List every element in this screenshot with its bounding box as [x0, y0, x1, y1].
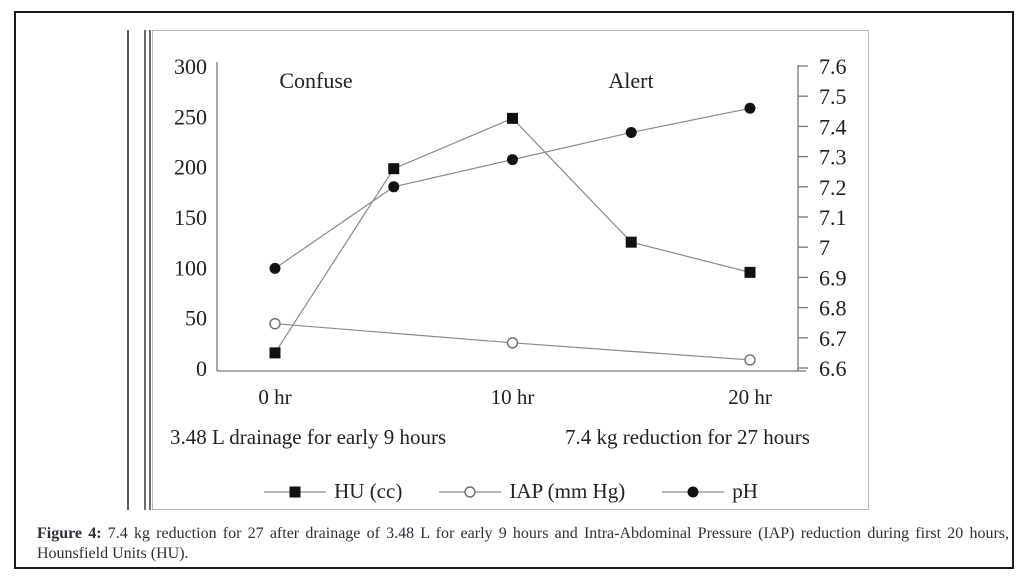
right-axis-tick-label: 6.8	[819, 296, 847, 321]
data-point-ph	[269, 262, 281, 274]
left-axis-tick-label: 150	[174, 205, 207, 230]
figure-caption: Figure 4: 7.4 kg reduction for 27 after …	[37, 524, 1009, 564]
separator-double-line	[144, 30, 151, 510]
caption-text: 7.4 kg reduction for 27 after drainage o…	[37, 525, 1010, 562]
annotation-confuse: Confuse	[279, 68, 353, 93]
figure-border: 300 250 200 150 100 50 0 7.6 7.5 7.4 7.3 7.2 7.1 7 6.9…	[14, 11, 1014, 569]
data-point-hu-cc	[507, 112, 518, 124]
right-axis-tick-label: 6.9	[819, 265, 847, 290]
data-point-ph	[625, 126, 637, 138]
legend-item-iap-mm-hg: IAP (mm Hg)	[438, 479, 625, 504]
legend-label: HU (cc)	[334, 479, 403, 503]
chart-plot: 300 250 200 150 100 50 0 7.6 7.5 7.4 7.3 7.2 7.1 7 6.9…	[174, 54, 847, 409]
caption-label: Figure 4:	[37, 525, 102, 542]
right-axis-tick-label: 7.5	[819, 84, 847, 109]
data-point-iap-mm-hg	[744, 354, 756, 366]
left-axis-tick-label: 200	[174, 155, 207, 180]
chart-panel: 300 250 200 150 100 50 0 7.6 7.5 7.4 7.3 7.2 7.1 7 6.9…	[152, 30, 869, 510]
right-axis-tick-label: 7	[819, 235, 830, 260]
left-axis-tick-label: 100	[174, 255, 207, 280]
x-axis-tick-label: 20 hr	[728, 385, 772, 409]
chart-legend: HU (cc) IAP (mm Hg) pH	[153, 479, 868, 504]
right-axis-tick-label: 7.6	[819, 54, 847, 79]
separator-single-line	[127, 30, 129, 510]
legend-label: IAP (mm Hg)	[509, 479, 626, 503]
note-reduction: 7.4 kg reduction for 27 hours	[565, 425, 810, 449]
right-axis-tick-label: 7.4	[819, 114, 847, 139]
data-point-hu-cc	[625, 236, 637, 248]
left-axis-tick-label: 50	[185, 306, 207, 331]
note-drainage: 3.48 L drainage for early 9 hours	[170, 425, 447, 449]
legend-item-ph: pH	[661, 479, 758, 504]
open-circle-legend-icon	[439, 485, 502, 498]
filled-circle-legend-icon	[662, 486, 725, 497]
data-point-ph	[388, 181, 400, 193]
legend-item-hu-cc: HU (cc)	[263, 479, 402, 504]
data-point-hu-cc	[744, 266, 756, 278]
right-axis-tick-label: 7.2	[819, 175, 847, 200]
annotation-alert: Alert	[608, 68, 654, 93]
data-point-hu-cc	[388, 163, 400, 175]
data-point-hu-cc	[269, 347, 281, 359]
legend-label: pH	[732, 479, 758, 503]
data-point-iap-mm-hg	[506, 337, 519, 349]
right-axis-tick-label: 6.7	[819, 326, 847, 351]
x-axis-tick-label: 0 hr	[258, 385, 291, 409]
series-line-hu-cc	[274, 117, 751, 354]
data-point-ph	[507, 154, 518, 166]
data-point-ph	[744, 102, 756, 114]
right-axis-tick-label: 7.3	[819, 145, 847, 170]
data-point-iap-mm-hg	[269, 318, 281, 330]
left-axis-tick-label: 300	[174, 54, 207, 79]
left-axis-tick-label: 250	[174, 104, 207, 129]
filled-square-legend-icon	[264, 486, 327, 497]
left-axis-tick-label: 0	[196, 356, 207, 381]
series-line-ph	[274, 107, 751, 269]
right-axis-tick-label: 6.6	[819, 356, 847, 381]
right-axis-tick-label: 7.1	[819, 205, 847, 230]
x-axis-tick-label: 10 hr	[491, 385, 535, 409]
